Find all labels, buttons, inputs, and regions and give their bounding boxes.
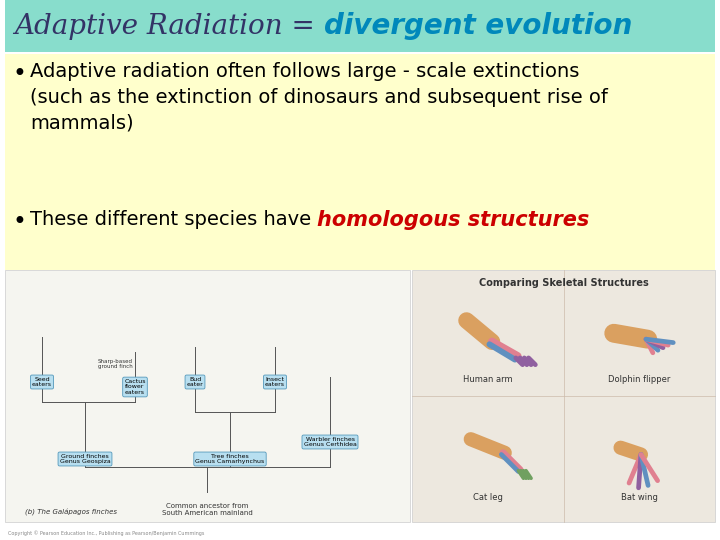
Text: Adaptive radiation often follows large - scale extinctions
(such as the extincti: Adaptive radiation often follows large -… <box>30 62 608 132</box>
FancyBboxPatch shape <box>412 270 715 522</box>
Text: Bud
eater: Bud eater <box>186 376 203 387</box>
Text: •: • <box>12 62 26 86</box>
Text: homologous structures: homologous structures <box>318 210 590 230</box>
Text: Insect
eaters: Insect eaters <box>265 376 285 387</box>
Text: Cactus
flower
eaters: Cactus flower eaters <box>125 379 145 395</box>
Text: Seed
eaters: Seed eaters <box>32 376 52 387</box>
Text: (b) The Galápagos finches: (b) The Galápagos finches <box>25 509 117 516</box>
FancyBboxPatch shape <box>5 0 715 52</box>
Text: Ground finches
Genus Geospiza: Ground finches Genus Geospiza <box>60 454 110 464</box>
FancyBboxPatch shape <box>5 54 715 270</box>
Text: Copyright © Pearson Education Inc., Publishing as Pearson/Benjamin Cummings: Copyright © Pearson Education Inc., Publ… <box>8 530 204 536</box>
Text: divergent evolution: divergent evolution <box>323 12 632 40</box>
Text: Comparing Skeletal Structures: Comparing Skeletal Structures <box>479 278 649 288</box>
Text: Common ancestor from
South American mainland: Common ancestor from South American main… <box>161 503 253 516</box>
Text: Warbler finches
Genus Certhidea: Warbler finches Genus Certhidea <box>304 437 356 448</box>
Text: Tree finches
Genus Camarhynchus: Tree finches Genus Camarhynchus <box>195 454 265 464</box>
Text: These different species have: These different species have <box>30 210 318 229</box>
Text: Adaptive Radiation =: Adaptive Radiation = <box>14 12 323 39</box>
FancyBboxPatch shape <box>5 270 410 522</box>
Text: Sharp-based
ground finch: Sharp-based ground finch <box>97 359 132 369</box>
Text: •: • <box>12 210 26 234</box>
Text: Cat leg: Cat leg <box>473 492 503 502</box>
Text: Dolphin flipper: Dolphin flipper <box>608 375 670 384</box>
Text: Bat wing: Bat wing <box>621 492 657 502</box>
Text: Human arm: Human arm <box>463 375 513 384</box>
